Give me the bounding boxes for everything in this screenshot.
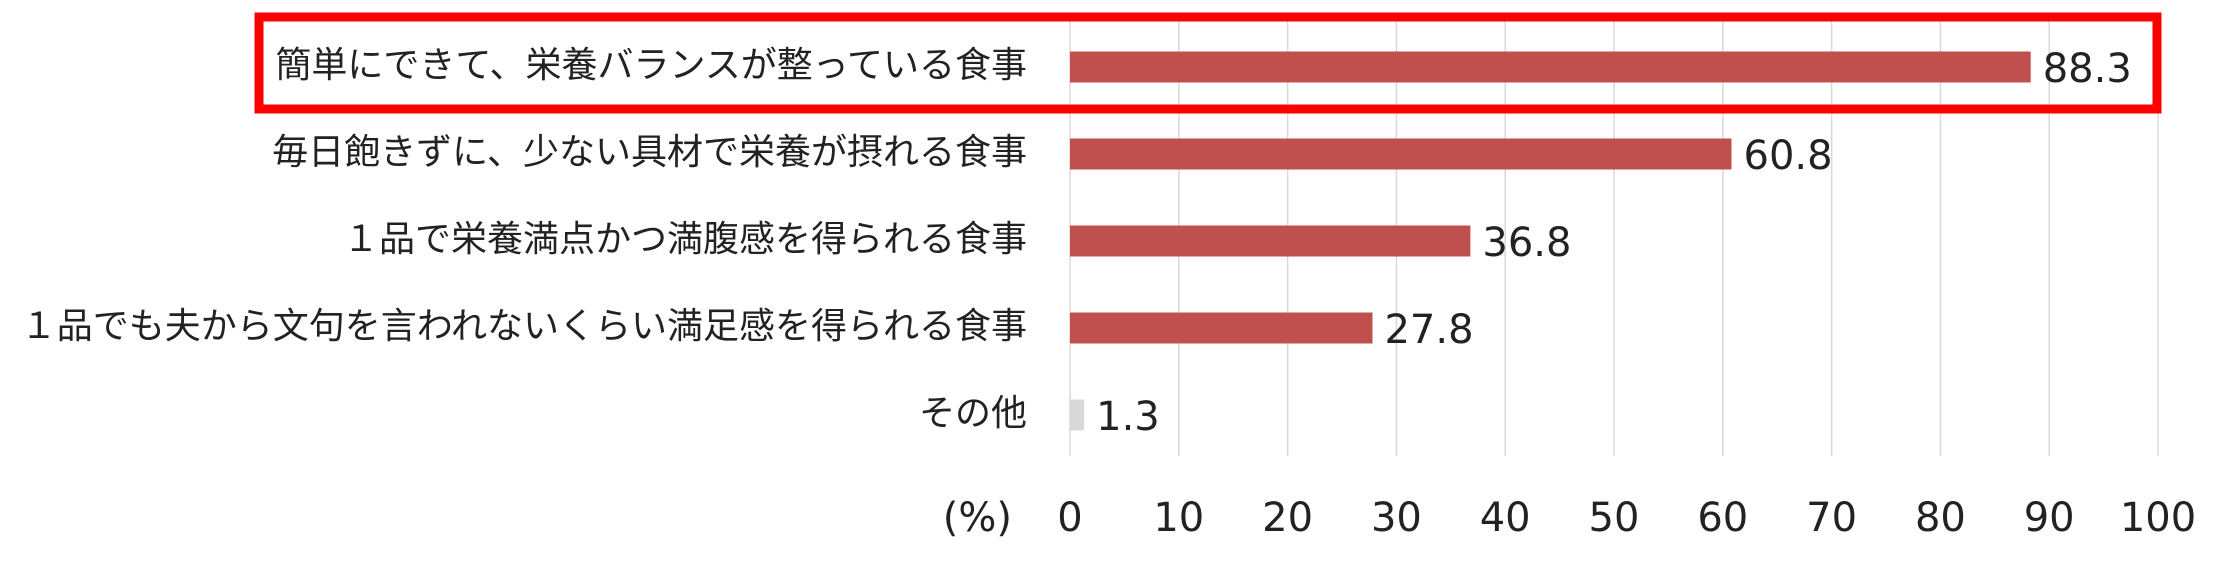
x-tick-label: 90 [2024,495,2075,541]
category-label: 簡単にできて、栄養バランスが整っている食事 [275,45,1027,86]
bar [1070,51,2031,83]
category-label: 毎日飽きずに、少ない具材で栄養が摂れる食事 [272,132,1027,173]
highlight-box [254,12,2162,114]
bar [1070,399,1085,431]
x-tick-label: 100 [2120,495,2196,541]
x-tick-label: 0 [1057,495,1082,541]
x-tick-label: 20 [1262,495,1313,541]
value-label: 1.3 [1096,394,1160,440]
value-label: 36.8 [1482,220,1571,266]
category-label: １品でも夫から文句を言われないくらい満足感を得られる食事 [21,306,1027,347]
x-tick-label: 10 [1153,495,1204,541]
x-tick-label: 60 [1697,495,1748,541]
x-tick-label: 50 [1589,495,1640,541]
value-label: 27.8 [1384,307,1473,353]
x-tick-label: 80 [1915,495,1966,541]
value-label: 88.3 [2043,46,2132,92]
category-label: １品で栄養満点かつ満腹感を得られる食事 [343,219,1027,260]
bar [1070,312,1373,344]
x-axis-label: (%) [943,495,1012,541]
bar [1070,138,1732,170]
x-tick-label: 70 [1806,495,1857,541]
category-label: その他 [919,393,1027,434]
x-tick-label: 40 [1480,495,1531,541]
x-tick-label: 30 [1371,495,1422,541]
bar [1070,225,1471,257]
value-label: 60.8 [1744,133,1833,179]
